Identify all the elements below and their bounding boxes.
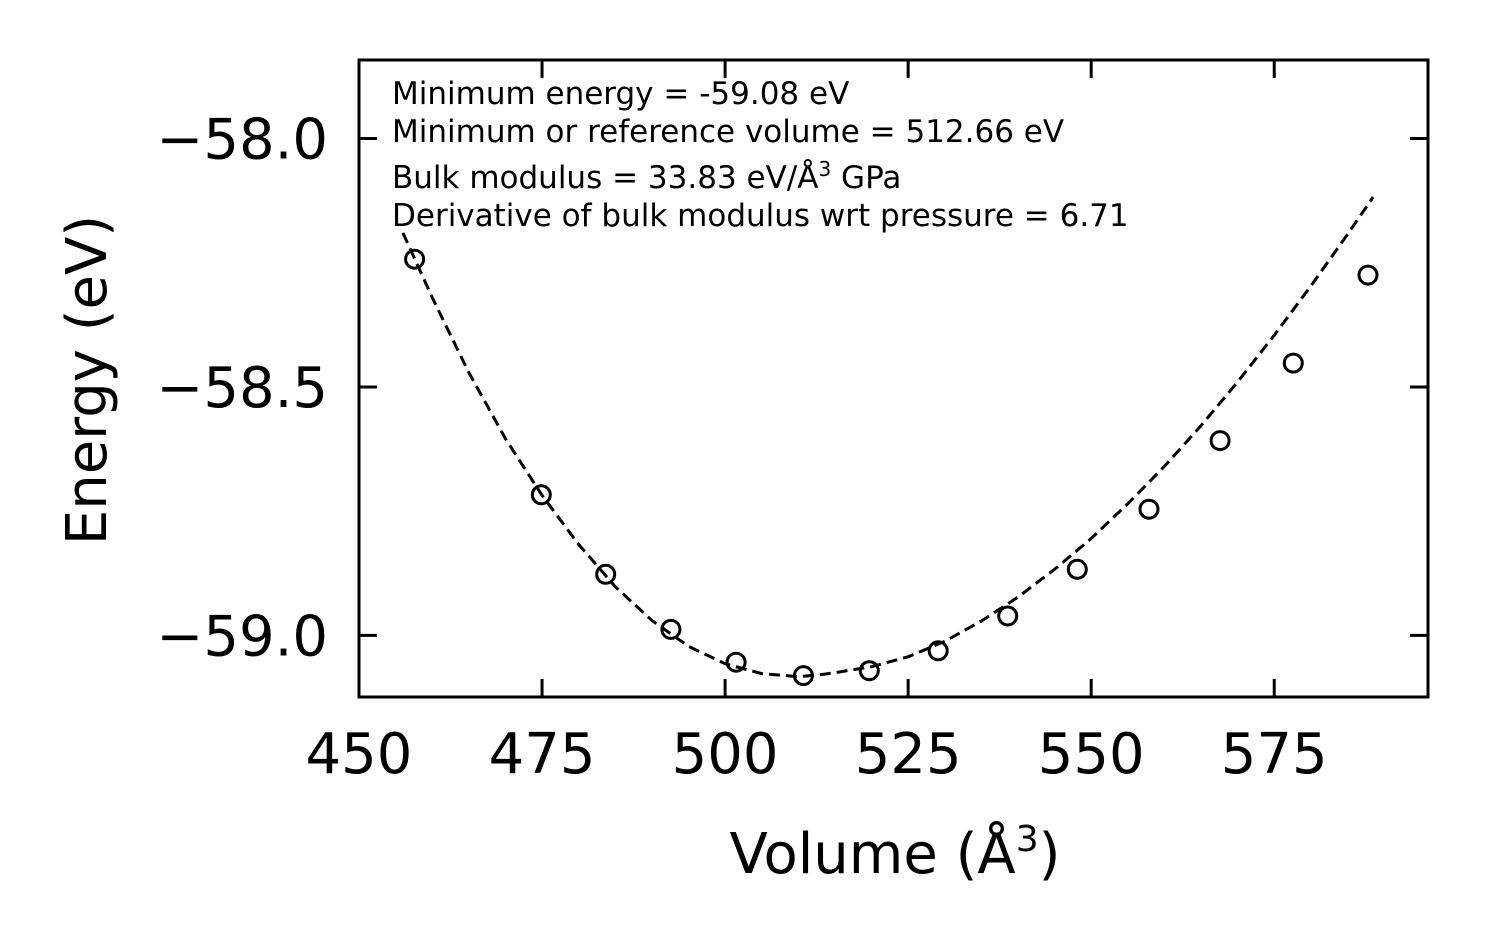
annotation-bulk-modulus-unit: GPa bbox=[831, 160, 901, 196]
fit-curve-layer bbox=[401, 196, 1375, 679]
annotation-bulk-modulus-text: Bulk modulus = 33.83 eV/Å bbox=[392, 160, 818, 196]
y-axis-title: Energy (eV) bbox=[55, 215, 120, 545]
data-point bbox=[660, 618, 682, 640]
data-point bbox=[997, 605, 1019, 627]
data-point bbox=[595, 563, 617, 585]
fit-curve bbox=[401, 196, 1375, 679]
data-point bbox=[1357, 264, 1379, 286]
annotation-bulk-modulus-sup: 3 bbox=[818, 157, 831, 181]
x-tick-label: 550 bbox=[1038, 722, 1145, 787]
annotation-bulk-modulus: Bulk modulus = 33.83 eV/Å3 GPa bbox=[392, 157, 901, 196]
data-point bbox=[725, 651, 747, 673]
x-axis-title-text: Volume (Å bbox=[730, 821, 1016, 887]
plot-frame bbox=[357, 58, 1430, 699]
ticks-layer: 450 475 500 525 550 575 −58.0 −58.5 −59.0 bbox=[156, 60, 1428, 787]
annotation-bulk-modulus-derivative: Derivative of bulk modulus wrt pressure … bbox=[392, 198, 1129, 234]
data-point bbox=[1066, 558, 1088, 580]
y-tick-label: −58.5 bbox=[156, 356, 328, 421]
x-tick-label: 525 bbox=[855, 722, 962, 787]
data-point bbox=[404, 248, 426, 270]
data-point bbox=[1282, 352, 1304, 374]
annotation-block: Minimum energy = -59.08 eV Minimum or re… bbox=[392, 76, 1129, 234]
x-axis-title: Volume (Å3) bbox=[730, 819, 1061, 887]
x-axis-title-sup: 3 bbox=[1016, 819, 1039, 860]
y-tick-label: −59.0 bbox=[156, 604, 328, 669]
y-tick-label: −58.0 bbox=[156, 108, 328, 173]
x-tick-label: 450 bbox=[306, 722, 413, 787]
data-point bbox=[792, 665, 814, 687]
annotation-min-energy: Minimum energy = -59.08 eV bbox=[392, 76, 849, 112]
data-points-layer bbox=[404, 248, 1379, 687]
x-axis-title-end: ) bbox=[1039, 822, 1061, 887]
data-point bbox=[858, 660, 880, 682]
annotation-ref-volume: Minimum or reference volume = 512.66 eV bbox=[392, 114, 1064, 150]
data-point bbox=[927, 640, 949, 662]
x-tick-label: 575 bbox=[1221, 722, 1328, 787]
x-tick-label: 500 bbox=[672, 722, 779, 787]
data-point bbox=[1209, 430, 1231, 452]
x-tick-label: 475 bbox=[489, 722, 596, 787]
data-point bbox=[1138, 498, 1160, 520]
data-point bbox=[530, 484, 552, 506]
